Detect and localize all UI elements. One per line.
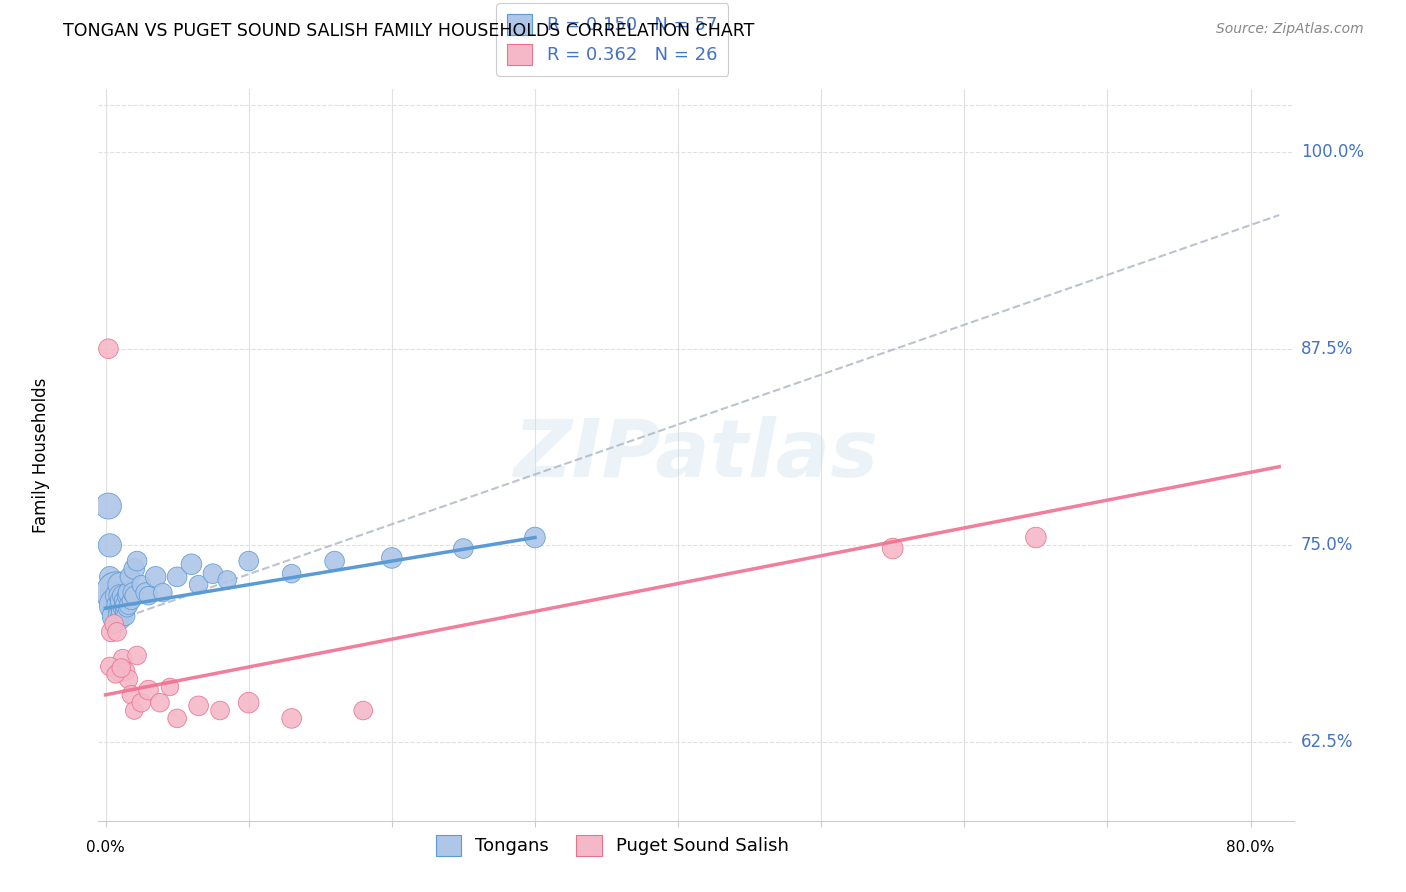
Point xyxy=(187,698,209,713)
Point xyxy=(101,609,124,624)
Point xyxy=(112,593,135,607)
Point xyxy=(166,711,188,725)
Point xyxy=(107,609,129,624)
Point xyxy=(111,601,134,615)
Point xyxy=(138,589,160,603)
Point xyxy=(180,558,202,572)
Text: TONGAN VS PUGET SOUND SALISH FAMILY HOUSEHOLDS CORRELATION CHART: TONGAN VS PUGET SOUND SALISH FAMILY HOUS… xyxy=(63,22,755,40)
Point xyxy=(280,566,302,581)
Point xyxy=(104,617,127,632)
Point xyxy=(152,585,174,599)
Point xyxy=(125,648,148,663)
Point xyxy=(352,704,374,718)
Point xyxy=(114,609,136,624)
Point xyxy=(108,609,131,624)
Point xyxy=(103,589,125,603)
Point xyxy=(120,688,142,702)
Point xyxy=(104,601,127,615)
Point xyxy=(122,589,145,603)
Point xyxy=(103,617,125,632)
Point xyxy=(98,538,121,552)
Point xyxy=(120,593,142,607)
Point xyxy=(110,661,132,675)
Point xyxy=(882,541,904,556)
Point xyxy=(98,570,121,584)
Point xyxy=(108,589,131,603)
Point xyxy=(111,651,134,665)
Point xyxy=(1025,531,1047,545)
Point xyxy=(381,551,404,566)
Point xyxy=(523,531,546,545)
Point xyxy=(114,664,136,678)
Legend: Tongans, Puget Sound Salish: Tongans, Puget Sound Salish xyxy=(429,828,796,863)
Point xyxy=(98,659,121,673)
Point xyxy=(114,598,136,612)
Point xyxy=(238,696,260,710)
Point xyxy=(100,585,122,599)
Point xyxy=(97,342,120,356)
Point xyxy=(110,593,132,607)
Point xyxy=(105,624,128,639)
Point xyxy=(125,554,148,568)
Point xyxy=(209,704,232,718)
Point xyxy=(107,598,129,612)
Point xyxy=(201,566,224,581)
Point xyxy=(115,589,138,603)
Text: 75.0%: 75.0% xyxy=(1301,536,1353,554)
Point xyxy=(149,696,172,710)
Point xyxy=(117,598,139,612)
Point xyxy=(105,598,128,612)
Point xyxy=(105,585,128,599)
Point xyxy=(122,704,145,718)
Text: 87.5%: 87.5% xyxy=(1301,340,1353,358)
Point xyxy=(100,624,122,639)
Point xyxy=(101,593,124,607)
Point xyxy=(280,711,302,725)
Point xyxy=(104,667,127,681)
Point xyxy=(145,570,167,584)
Point xyxy=(105,609,128,624)
Point xyxy=(108,577,131,591)
Point xyxy=(103,601,125,615)
Point xyxy=(323,554,346,568)
Point xyxy=(104,589,127,603)
Point xyxy=(159,680,181,694)
Point xyxy=(238,554,260,568)
Point xyxy=(117,672,139,686)
Text: 62.5%: 62.5% xyxy=(1301,733,1353,751)
Point xyxy=(131,696,153,710)
Point xyxy=(187,577,209,591)
Point xyxy=(107,589,129,603)
Point xyxy=(453,541,475,556)
Point xyxy=(166,570,188,584)
Point xyxy=(100,601,122,615)
Point xyxy=(101,577,124,591)
Point xyxy=(108,664,131,678)
Point xyxy=(121,585,143,599)
Text: ZIPatlas: ZIPatlas xyxy=(513,416,879,494)
Point xyxy=(138,683,160,698)
Point xyxy=(122,562,145,576)
Point xyxy=(217,573,239,587)
Point xyxy=(131,577,153,591)
Text: 0.0%: 0.0% xyxy=(86,839,125,855)
Point xyxy=(112,604,135,618)
Point xyxy=(118,570,141,584)
Point xyxy=(111,589,134,603)
Point xyxy=(117,585,139,599)
Text: 100.0%: 100.0% xyxy=(1301,143,1364,161)
Text: Family Households: Family Households xyxy=(32,377,51,533)
Text: 80.0%: 80.0% xyxy=(1226,839,1275,855)
Point xyxy=(97,499,120,513)
Point xyxy=(110,604,132,618)
Point xyxy=(135,585,157,599)
Point xyxy=(115,601,138,615)
Point xyxy=(108,598,131,612)
Text: Source: ZipAtlas.com: Source: ZipAtlas.com xyxy=(1216,22,1364,37)
